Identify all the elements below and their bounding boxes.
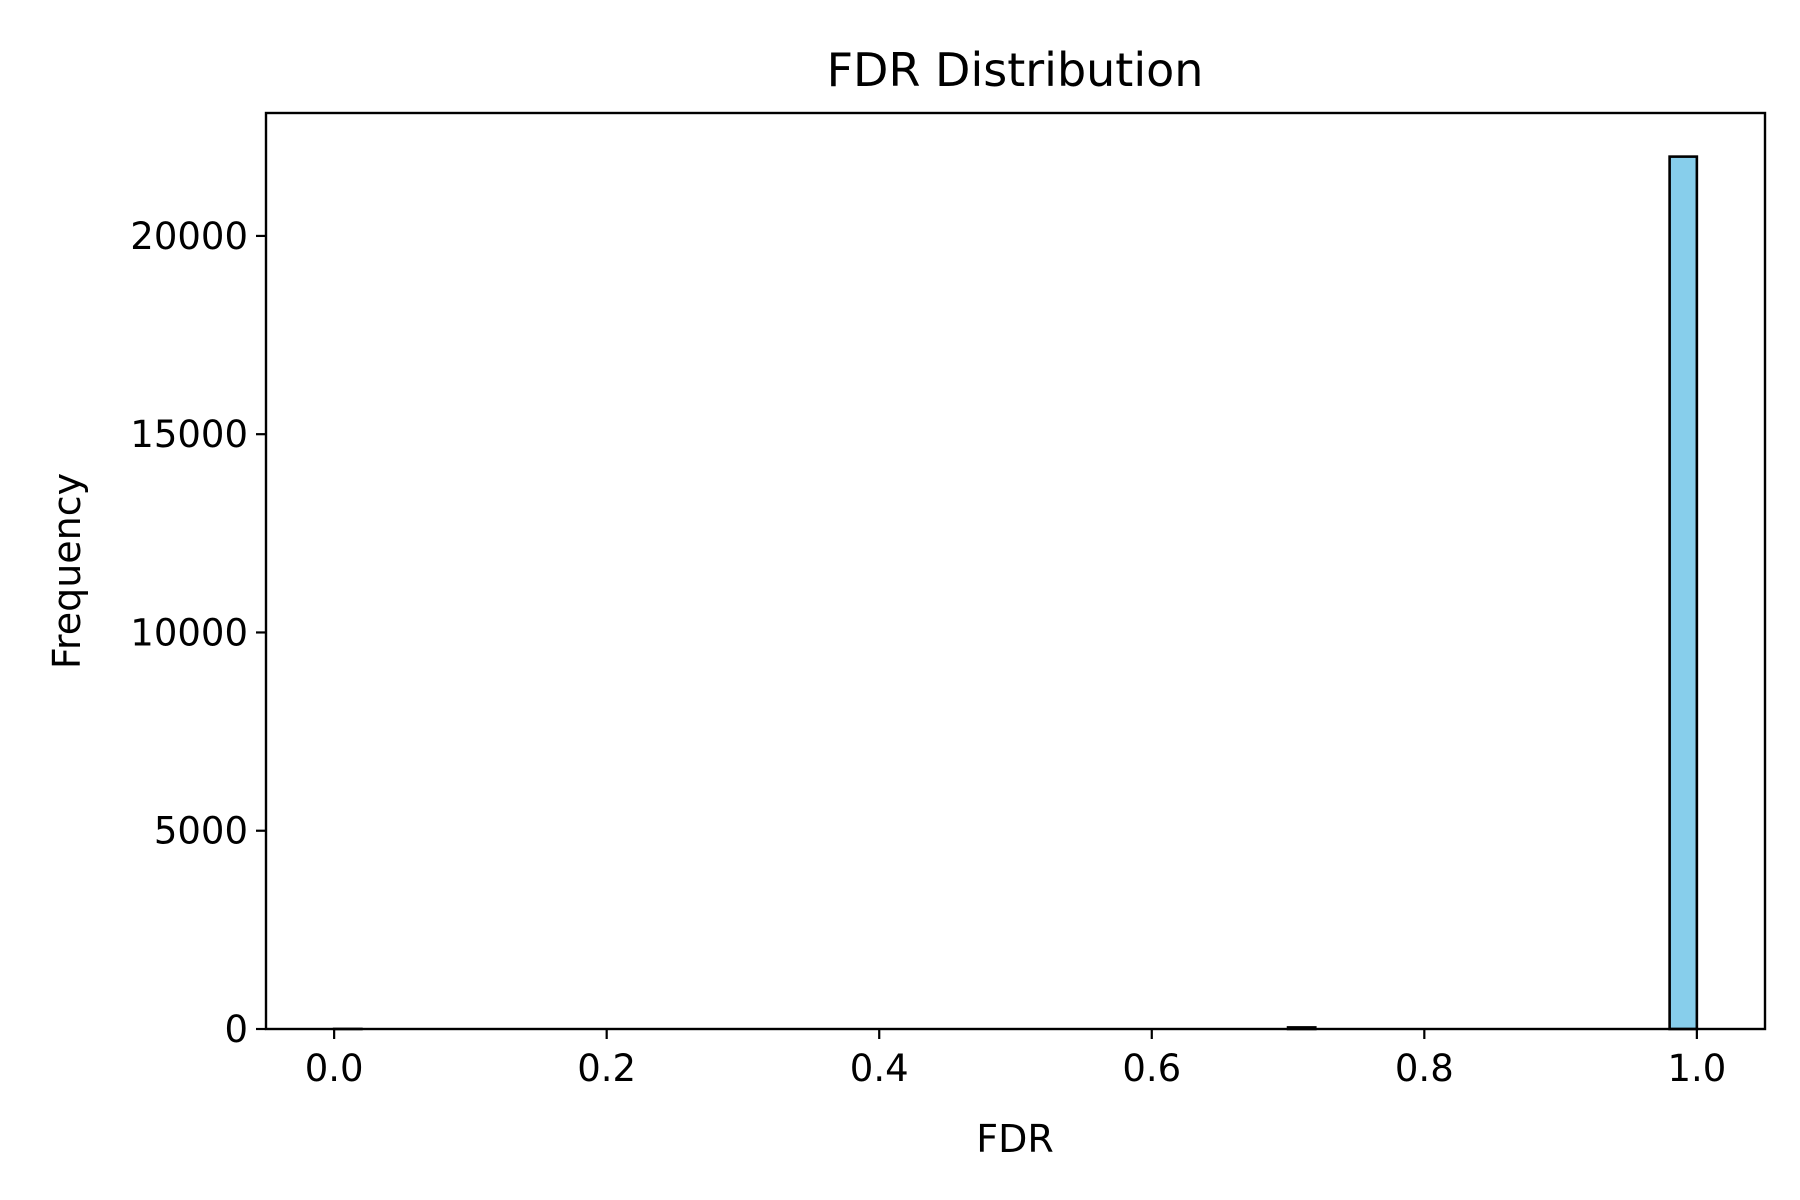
y-axis: 0 5000 10000 15000 20000 — [130, 215, 266, 1051]
histogram-bar — [1668, 155, 1699, 1031]
x-axis: 0.0 0.2 0.4 0.6 0.8 1.0 — [305, 1029, 1726, 1090]
x-axis-label: FDR — [976, 1117, 1054, 1161]
x-tick-label: 1.0 — [1667, 1047, 1726, 1090]
x-tick-label: 0.4 — [850, 1047, 909, 1090]
chart-title: FDR Distribution — [827, 43, 1204, 97]
x-tick-label: 0.6 — [1122, 1047, 1181, 1090]
plot-frame — [264, 111, 1767, 1031]
y-tick-label: 5000 — [154, 810, 248, 853]
bars-group — [332, 155, 1699, 1031]
x-tick-label: 0.8 — [1395, 1047, 1454, 1090]
x-tick-label: 0.0 — [305, 1047, 364, 1090]
y-tick-label: 15000 — [130, 413, 248, 456]
y-tick-label: 20000 — [130, 215, 248, 258]
y-axis-label: Frequency — [45, 473, 89, 669]
x-tick-label: 0.2 — [577, 1047, 636, 1090]
y-tick-label: 0 — [224, 1008, 248, 1051]
y-tick-label: 10000 — [130, 611, 248, 654]
